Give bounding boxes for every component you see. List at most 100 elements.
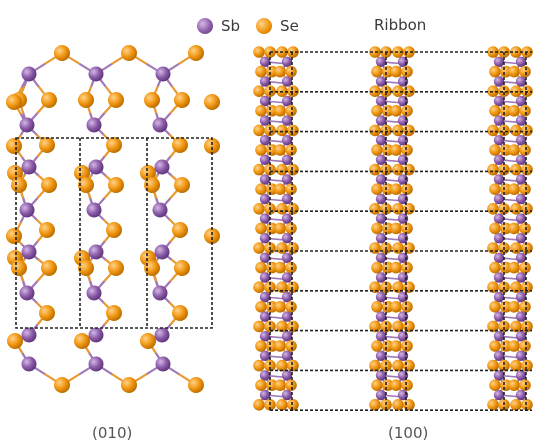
sb-atom bbox=[281, 56, 293, 67]
se-atom bbox=[403, 46, 415, 58]
se-atom bbox=[510, 203, 522, 215]
se-atom bbox=[285, 379, 297, 392]
legend-label-se: Se bbox=[280, 17, 299, 35]
se-atom bbox=[382, 261, 394, 274]
sb-atom bbox=[88, 159, 104, 175]
se-atom bbox=[140, 333, 156, 349]
se-atom bbox=[403, 399, 415, 411]
sb-atom bbox=[375, 174, 387, 185]
se-atom bbox=[487, 320, 499, 333]
sb-atom bbox=[281, 311, 293, 322]
se-atom bbox=[390, 261, 402, 274]
sb-atom-swatch bbox=[197, 18, 213, 34]
se-atom bbox=[274, 301, 286, 313]
sb-atom bbox=[493, 76, 505, 87]
se-atom bbox=[382, 183, 394, 195]
se-atom bbox=[510, 399, 522, 411]
sb-atom bbox=[21, 356, 37, 372]
sb-atom bbox=[86, 202, 102, 218]
sb-atom bbox=[281, 389, 293, 401]
se-atom bbox=[253, 242, 265, 254]
se-atom bbox=[498, 85, 510, 97]
se-atom bbox=[508, 340, 520, 352]
sb-atom bbox=[281, 331, 293, 342]
se-atom bbox=[255, 65, 267, 78]
se-atom bbox=[382, 105, 394, 117]
se-atom bbox=[371, 261, 383, 274]
sb-atom bbox=[281, 213, 293, 224]
se-atom bbox=[390, 301, 402, 313]
se-atom bbox=[401, 105, 413, 117]
sb-atom bbox=[259, 76, 271, 87]
se-atom bbox=[78, 177, 94, 193]
se-atom bbox=[39, 222, 55, 238]
se-atom bbox=[144, 177, 160, 193]
se-atom bbox=[380, 320, 392, 333]
sb-atom bbox=[515, 350, 527, 361]
se-atom bbox=[489, 65, 501, 78]
se-atom bbox=[144, 260, 160, 276]
se-atom bbox=[403, 320, 415, 333]
se-atom bbox=[285, 261, 297, 274]
se-atom bbox=[287, 359, 299, 372]
se-atom bbox=[489, 301, 501, 313]
se-atom bbox=[204, 138, 220, 154]
se-atom bbox=[285, 144, 297, 156]
se-atom bbox=[11, 260, 27, 276]
se-atom bbox=[382, 222, 394, 235]
structure-100-view bbox=[253, 46, 533, 412]
sb-atom bbox=[493, 389, 505, 401]
sb-atom bbox=[515, 193, 527, 205]
ribbon-cells-100 bbox=[269, 51, 532, 412]
sb-atom bbox=[281, 95, 293, 107]
se-atom bbox=[500, 222, 512, 235]
se-atom bbox=[382, 65, 394, 78]
se-atom bbox=[392, 242, 404, 254]
sb-atom bbox=[375, 95, 387, 107]
se-atom bbox=[382, 379, 394, 392]
sb-atom bbox=[281, 350, 293, 361]
sb-atom bbox=[259, 311, 271, 322]
sb-atom bbox=[152, 202, 168, 218]
se-atom bbox=[266, 301, 278, 313]
sb-atom bbox=[21, 327, 37, 343]
se-atom bbox=[285, 65, 297, 78]
sb-atom bbox=[154, 159, 170, 175]
se-atom bbox=[285, 222, 297, 235]
se-atom bbox=[392, 163, 404, 176]
se-atom bbox=[519, 340, 531, 352]
se-atom bbox=[255, 301, 267, 313]
sb-atom bbox=[152, 285, 168, 301]
sb-atom bbox=[259, 272, 271, 283]
se-atom bbox=[276, 242, 288, 254]
sb-atom bbox=[375, 233, 387, 244]
sb-atom bbox=[259, 233, 271, 244]
se-atom bbox=[489, 144, 501, 156]
se-atom bbox=[266, 261, 278, 274]
sb-atom bbox=[375, 154, 387, 165]
sb-atom bbox=[515, 115, 527, 126]
se-atom bbox=[519, 301, 531, 313]
se-atom bbox=[255, 340, 267, 352]
se-atom bbox=[390, 222, 402, 235]
sb-atom bbox=[88, 327, 104, 343]
se-atom bbox=[266, 379, 278, 392]
sb-atom bbox=[375, 370, 387, 381]
se-atom bbox=[487, 124, 499, 137]
se-atom bbox=[54, 45, 70, 61]
se-atom bbox=[274, 183, 286, 195]
se-atom bbox=[371, 340, 383, 352]
sb-atom bbox=[493, 115, 505, 126]
sb-atom bbox=[19, 202, 35, 218]
se-atom bbox=[172, 137, 188, 153]
sb-atom bbox=[281, 370, 293, 381]
se-atom bbox=[487, 203, 499, 215]
se-atom bbox=[489, 261, 501, 274]
se-atom bbox=[287, 320, 299, 333]
se-atom bbox=[287, 242, 299, 254]
se-atom bbox=[510, 124, 522, 137]
sb-atom bbox=[259, 193, 271, 205]
atoms-100 bbox=[253, 46, 533, 411]
legend-item-sb: Sb bbox=[197, 17, 240, 35]
sb-atom bbox=[493, 272, 505, 283]
